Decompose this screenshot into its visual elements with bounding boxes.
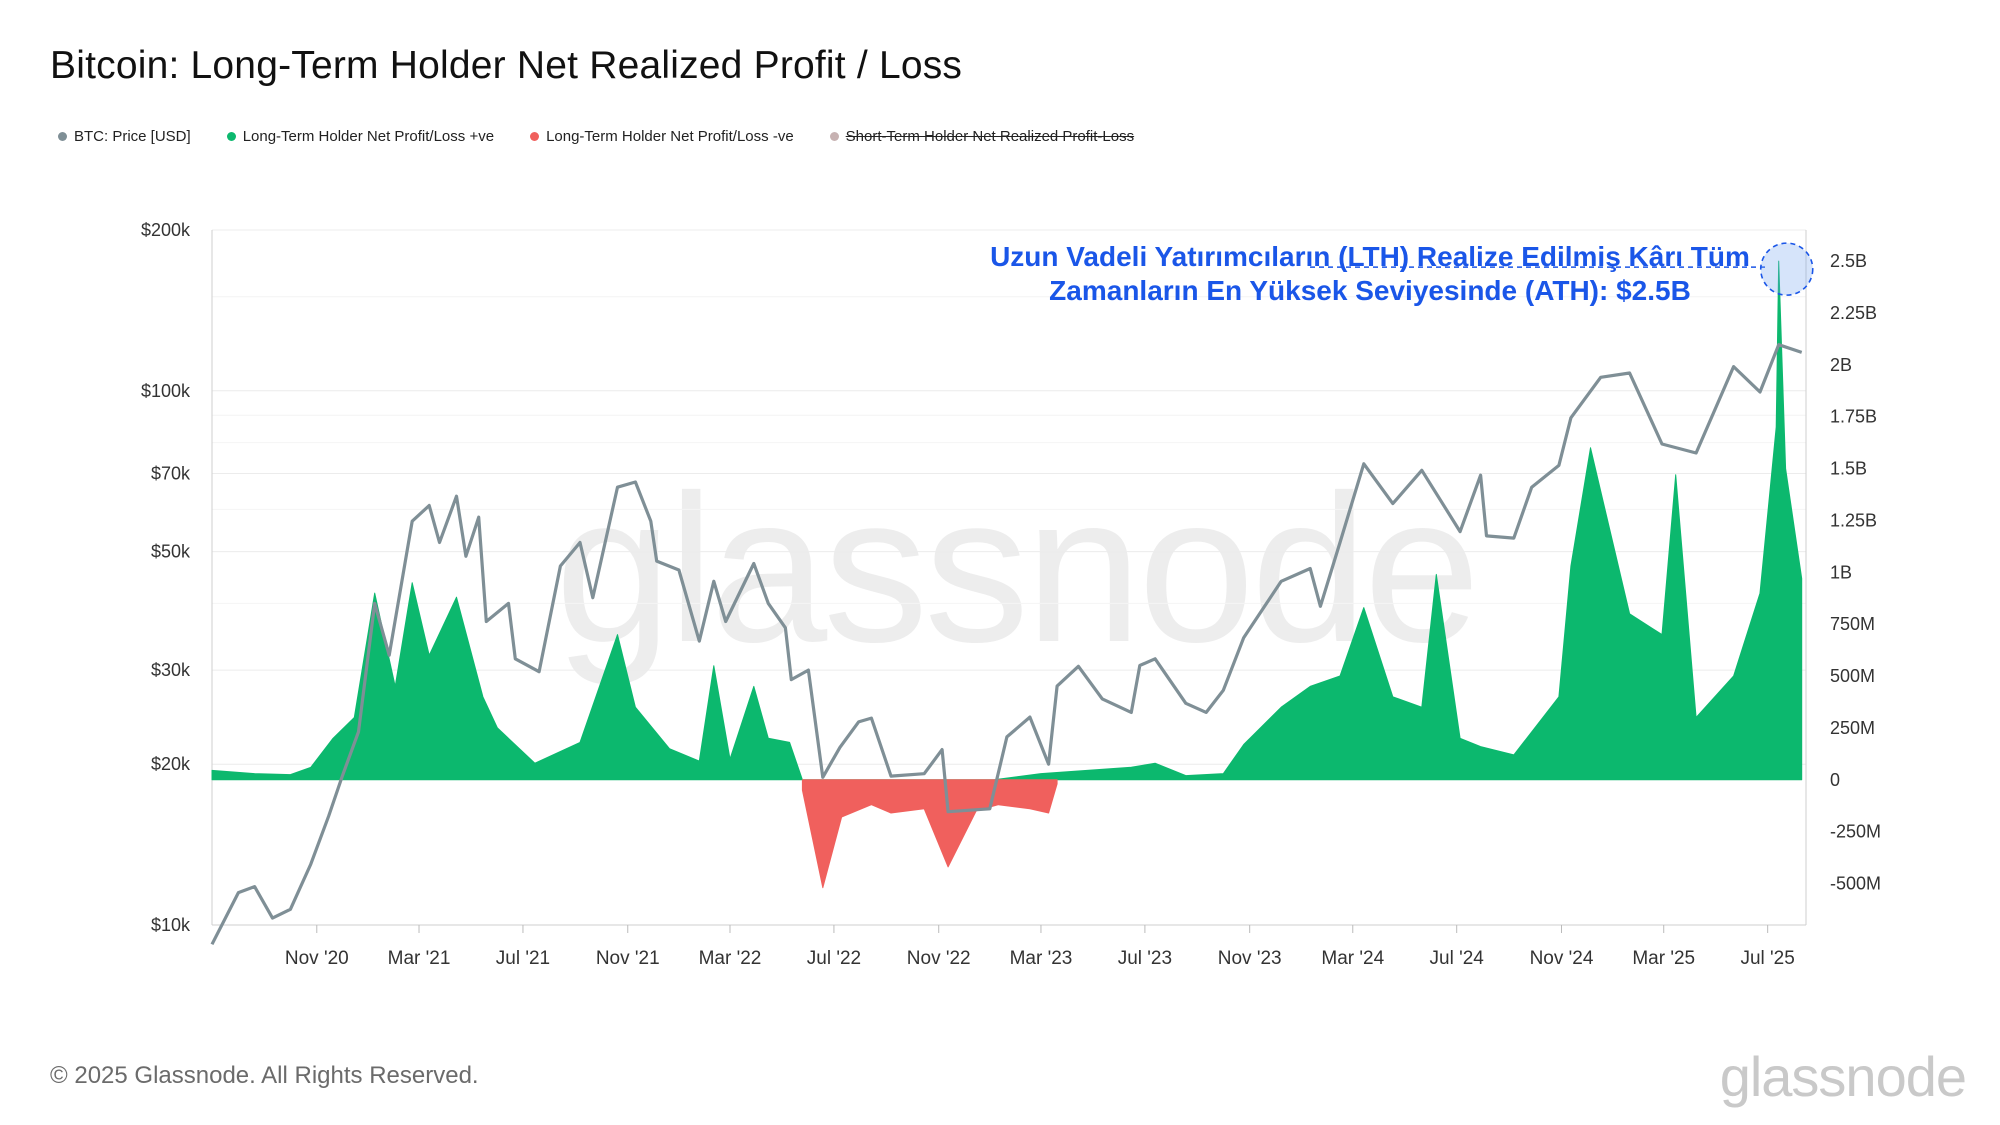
- legend-dot-icon: [530, 132, 540, 141]
- legend-dot-icon: [226, 132, 236, 141]
- watermark-logo: glassnode: [555, 451, 1480, 686]
- btc-price-line: [210, 343, 1803, 946]
- ath-highlight-marker: [1759, 242, 1814, 296]
- legend-dot-icon: [58, 132, 67, 141]
- right-axis-tick-label: 1.5B: [1830, 459, 1867, 479]
- legend-item-sth-profit-loss[interactable]: Short-Term Holder Net Realized Profit-Lo…: [829, 128, 1135, 145]
- x-axis-tick-label: Nov '20: [285, 948, 349, 969]
- brand-logo: glassnode: [1719, 1045, 1967, 1108]
- x-axis-tick-label: Jul '24: [1430, 948, 1485, 969]
- x-axis-tick-label: Mar '22: [699, 948, 762, 969]
- right-axis-tick-label: 750M: [1830, 614, 1875, 634]
- right-axis-tick-label: 0: [1830, 770, 1840, 790]
- x-axis-tick-label: Jul '25: [1740, 948, 1794, 969]
- right-axis-tick-label: 1.75B: [1830, 407, 1877, 427]
- x-axis-tick-label: Nov '21: [596, 948, 660, 969]
- x-axis-tick-label: Nov '23: [1218, 948, 1282, 969]
- left-axis-tick-label: $30k: [151, 660, 191, 680]
- lth-positive-area: [211, 260, 1803, 781]
- left-axis-tick-label: $20k: [151, 754, 191, 774]
- lth-negative-area: [801, 779, 1058, 889]
- copyright-text: © 2025 Glassnode. All Rights Reserved.: [50, 1062, 479, 1089]
- x-axis-tick-label: Jul '22: [807, 948, 861, 969]
- page-title: Bitcoin: Long-Term Holder Net Realized P…: [50, 44, 963, 87]
- x-axis-tick-label: Mar '21: [388, 948, 451, 969]
- legend-item-lth-positive[interactable]: Long-Term Holder Net Profit/Loss +ve: [226, 128, 495, 145]
- right-axis-tick-label: -250M: [1830, 822, 1881, 842]
- right-axis-tick-label: 2.5B: [1830, 251, 1867, 271]
- right-axis-tick-label: 500M: [1830, 666, 1875, 686]
- left-axis-tick-label: $50k: [151, 542, 191, 562]
- x-axis-tick-label: Mar '24: [1321, 948, 1384, 969]
- left-axis-tick-label: $100k: [141, 381, 191, 401]
- legend-label: BTC: Price [USD]: [74, 128, 191, 145]
- annotation-line-2: Zamanların En Yüksek Seviyesinde (ATH): …: [1049, 275, 1691, 306]
- right-axis-tick-label: 2.25B: [1830, 303, 1877, 323]
- right-axis-tick-label: 2B: [1830, 355, 1852, 375]
- x-axis-tick-label: Nov '24: [1530, 948, 1594, 969]
- right-axis-tick-label: 1.25B: [1830, 510, 1877, 530]
- x-axis-tick-label: Jul '23: [1118, 948, 1172, 969]
- legend: BTC: Price [USD] Long-Term Holder Net Pr…: [58, 128, 1170, 145]
- x-axis-tick-label: Nov '22: [907, 948, 971, 969]
- x-axis-tick-label: Jul '21: [496, 948, 550, 969]
- legend-label: Long-Term Holder Net Profit/Loss +ve: [242, 128, 495, 145]
- legend-item-lth-negative[interactable]: Long-Term Holder Net Profit/Loss -ve: [530, 128, 794, 145]
- legend-label: Long-Term Holder Net Profit/Loss -ve: [546, 128, 794, 145]
- x-axis-tick-label: Mar '25: [1632, 948, 1695, 969]
- right-axis-tick-label: -500M: [1830, 874, 1881, 894]
- left-axis-tick-label: $70k: [151, 464, 191, 484]
- left-axis-tick-label: $10k: [151, 915, 191, 935]
- legend-dot-icon: [829, 132, 839, 141]
- right-axis-tick-label: 1B: [1830, 562, 1852, 582]
- legend-label: Short-Term Holder Net Realized Profit-Lo…: [845, 128, 1135, 145]
- right-axis-tick-label: 250M: [1830, 718, 1875, 738]
- annotation-line-1: Uzun Vadeli Yatırımcıların (LTH) Realize…: [990, 241, 1750, 272]
- x-axis-tick-label: Mar '23: [1010, 948, 1073, 969]
- ath-annotation: Uzun Vadeli Yatırımcıların (LTH) Realize…: [930, 240, 1810, 308]
- legend-item-btc-price[interactable]: BTC: Price [USD]: [58, 128, 191, 145]
- left-axis-tick-label: $200k: [141, 220, 191, 240]
